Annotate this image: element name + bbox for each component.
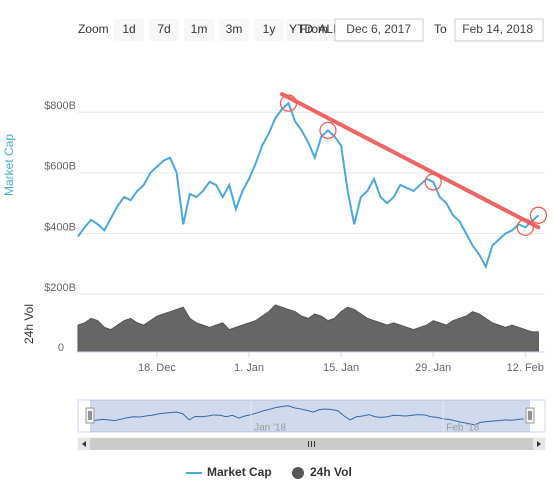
market-cap-line	[77, 101, 540, 270]
volume-area	[77, 304, 539, 353]
arrow-left	[82, 441, 86, 447]
navigator-handle[interactable]	[525, 407, 535, 424]
range-button-label[interactable]: 1m	[191, 22, 208, 36]
x-tick-label: 29. Jan	[415, 362, 451, 374]
legend-symbol[interactable]	[292, 467, 304, 479]
y-tick-label: $600B	[44, 161, 76, 173]
y-axis-title: Market Cap	[2, 134, 16, 196]
range-button-label[interactable]: 1y	[263, 22, 276, 36]
range-button-label[interactable]: 1d	[122, 22, 135, 36]
navigator-tick-label: Feb '18	[446, 423, 479, 434]
y2-axis-title: 24h Vol	[22, 304, 36, 344]
range-button-label[interactable]: 7d	[157, 22, 170, 36]
arrow-right	[537, 441, 541, 447]
range-button-label[interactable]: YTD	[289, 22, 313, 36]
range-button[interactable]	[286, 19, 316, 41]
annotation-circle	[319, 121, 337, 140]
y2-tick-label: 0	[58, 342, 64, 354]
to-value[interactable]: Feb 14, 2018	[462, 22, 533, 36]
y-tick-label: $800B	[44, 100, 76, 112]
annotation-circle	[529, 206, 548, 224]
x-tick-label: 12. Feb	[507, 362, 544, 374]
legend-label[interactable]: Market Cap	[207, 465, 272, 479]
range-button[interactable]	[219, 19, 249, 41]
x-tick-label: 1. Jan	[234, 362, 264, 374]
range-button[interactable]	[149, 19, 179, 41]
annotation-circle	[424, 173, 442, 191]
y-tick-label: $400B	[44, 221, 76, 233]
from-label: From	[300, 22, 328, 36]
legend-label[interactable]: 24h Vol	[310, 465, 352, 479]
range-button-label[interactable]: 3m	[226, 22, 243, 36]
x-tick-label: 18. Dec	[138, 362, 176, 374]
trend-line	[279, 92, 541, 230]
range-button[interactable]	[184, 19, 214, 41]
range-button[interactable]	[254, 19, 284, 41]
navigator-mask	[90, 400, 530, 432]
navigator-tick-label: Jan '18	[254, 423, 286, 434]
to-label: To	[434, 22, 447, 36]
navigator-line	[89, 405, 524, 426]
annotation-circle	[516, 218, 534, 236]
from-value[interactable]: Dec 6, 2017	[346, 22, 411, 36]
annotation-circle	[279, 94, 298, 112]
zoom-label: Zoom	[78, 22, 109, 36]
navigator-bg	[77, 399, 546, 433]
from-input[interactable]	[334, 18, 424, 42]
range-button[interactable]	[114, 19, 144, 41]
navigator-handle[interactable]	[85, 407, 95, 424]
y-tick-label: $200B	[44, 282, 76, 294]
x-tick-label: 15. Jan	[323, 362, 359, 374]
to-input[interactable]	[454, 18, 544, 42]
